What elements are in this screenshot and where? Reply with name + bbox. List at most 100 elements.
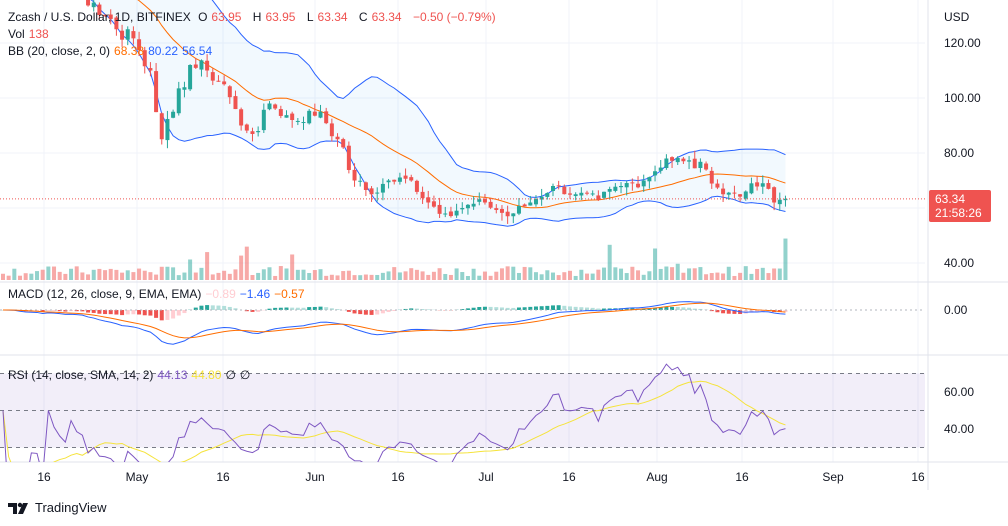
volume-bar <box>681 272 686 280</box>
candle <box>443 213 448 215</box>
macd-histogram-bar <box>375 310 380 315</box>
candle <box>176 88 181 114</box>
price-tick-label: 40.00 <box>944 256 974 270</box>
candle <box>301 122 306 124</box>
volume-bar <box>273 275 278 280</box>
volume-bar <box>137 268 142 280</box>
volume-bar <box>6 275 11 280</box>
volume-bar <box>23 273 28 280</box>
candle <box>670 157 675 161</box>
macd-histogram-bar <box>290 307 295 310</box>
bb-basis-value: 68.38 <box>114 44 145 58</box>
candle <box>494 208 499 210</box>
candle <box>409 177 414 181</box>
candle <box>636 183 641 188</box>
macd-histogram-bar <box>550 305 555 310</box>
volume-bar <box>375 274 380 280</box>
candle <box>273 104 278 109</box>
volume-bar <box>675 263 680 280</box>
candle <box>562 186 567 195</box>
candle <box>137 39 142 51</box>
rsi-value: 44.13 <box>157 368 188 382</box>
macd-histogram-bar <box>607 308 612 310</box>
volume-bar <box>522 266 527 280</box>
candle <box>386 180 391 183</box>
macd-signal-value: −0.57 <box>274 287 305 301</box>
macd-histogram-bar <box>460 309 465 310</box>
rsi-ma-value: 44.80 <box>191 368 222 382</box>
volume-bar <box>233 269 238 280</box>
symbol-title[interactable]: Zcash / U.S. Dollar, 1D, BITFINEX <box>8 10 191 24</box>
candle <box>244 124 249 131</box>
rsi-null-1: ∅ <box>225 368 236 382</box>
time-tick-label: Jun <box>305 470 324 484</box>
time-tick-label: Sep <box>822 470 844 484</box>
time-tick-label: 16 <box>37 470 51 484</box>
macd-histogram-bar <box>250 310 255 312</box>
macd-histogram-bar <box>516 307 521 310</box>
macd-histogram-bar <box>698 308 703 310</box>
candle <box>681 158 686 162</box>
macd-histogram-bar <box>426 309 431 310</box>
volume-bar <box>590 273 595 280</box>
candle <box>647 177 652 182</box>
volume-bar <box>103 270 108 280</box>
currency-label[interactable]: USD <box>944 10 970 24</box>
candle <box>397 177 402 182</box>
candle <box>499 208 504 213</box>
time-tick-label: 16 <box>216 470 230 484</box>
volume-bar <box>403 271 408 280</box>
macd-histogram-bar <box>647 308 652 310</box>
macd-histogram-bar <box>312 306 317 310</box>
candle <box>783 198 788 201</box>
macd-histogram-bar <box>159 310 164 321</box>
candle <box>687 160 692 162</box>
macd-histogram-bar <box>278 307 283 310</box>
macd-histogram-bar <box>154 310 159 318</box>
candle <box>290 113 295 120</box>
candle <box>125 29 130 40</box>
macd-histogram-bar <box>346 310 351 312</box>
high-value: 63.95 <box>265 10 296 24</box>
candle <box>607 188 612 192</box>
macd-histogram-bar <box>369 310 374 315</box>
volume-bar <box>18 275 23 280</box>
macd-histogram-bar <box>545 305 550 310</box>
candle <box>261 109 266 131</box>
macd-histogram-bar <box>329 308 334 310</box>
macd-histogram-bar <box>91 310 96 313</box>
rsi-tick-label: 60.00 <box>944 385 974 399</box>
volume-bar <box>647 271 652 280</box>
volume-bar <box>261 269 266 280</box>
tradingview-logo[interactable]: TradingView <box>8 500 107 515</box>
volume-bar <box>324 275 329 280</box>
macd-tick-label: 0.00 <box>944 303 968 317</box>
volume-bar <box>431 271 436 280</box>
macd-histogram-bar <box>409 308 414 310</box>
volume-bar <box>142 270 147 280</box>
candle <box>233 96 238 110</box>
rsi-legend[interactable]: RSI (14, close, SMA, 14, 2) 44.13 44.80 ∅ ∅ <box>8 368 254 382</box>
candle <box>641 180 646 187</box>
volume-bar <box>35 271 40 280</box>
candle <box>250 131 255 134</box>
time-tick-label: May <box>126 470 149 484</box>
volume-legend[interactable]: Vol 138 <box>8 27 53 41</box>
macd-histogram-bar <box>256 310 261 312</box>
candle <box>171 111 176 118</box>
macd-histogram-bar <box>624 308 629 310</box>
macd-histogram-bar <box>675 306 680 310</box>
macd-histogram-bar <box>216 305 221 310</box>
macd-histogram-bar <box>692 308 697 310</box>
volume-bar <box>148 272 153 280</box>
time-tick-label: Aug <box>646 470 667 484</box>
macd-histogram-bar <box>681 307 686 310</box>
macd-histogram-bar <box>222 305 227 310</box>
volume-bar <box>278 266 283 280</box>
candle <box>120 30 125 40</box>
macd-histogram-bar <box>205 305 210 310</box>
macd-legend[interactable]: MACD (12, 26, close, 9, EMA, EMA) −0.89 −1… <box>8 287 309 301</box>
volume-bar <box>766 273 771 280</box>
bb-legend[interactable]: BB (20, close, 2, 0) 68.38 80.22 56.54 <box>8 44 216 58</box>
